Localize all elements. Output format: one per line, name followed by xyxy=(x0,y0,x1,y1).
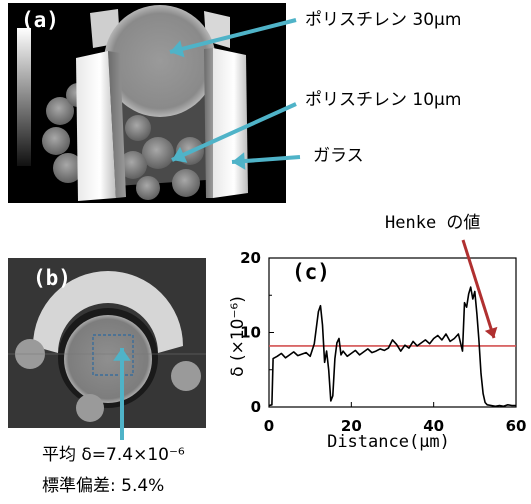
y-tick-label: 0 xyxy=(251,398,261,416)
roi-box xyxy=(92,334,134,376)
x-tick-label: 20 xyxy=(341,417,362,435)
glass-wall-left-edge xyxy=(108,51,126,198)
x-tick-label: 60 xyxy=(506,417,527,435)
ct-slice-image: (b) xyxy=(8,258,206,428)
panel-a-label: (a) xyxy=(21,8,59,32)
sphere-cross-section xyxy=(64,315,152,403)
sphere-side-right xyxy=(171,361,201,391)
y-tick-label: 20 xyxy=(240,249,261,267)
sphere-small-6 xyxy=(142,137,174,169)
panel-c-label: (c) xyxy=(292,260,330,284)
glass-arc xyxy=(33,271,183,353)
label-polystyrene-10um: ポリスチレン 10μm xyxy=(305,90,462,110)
sphere-small-2 xyxy=(42,127,70,155)
stat-mean: 平均 δ=7.4×10⁻⁶ xyxy=(42,445,185,465)
y-tick-label: 10 xyxy=(240,324,261,342)
x-axis-label: Distance(μm) xyxy=(327,432,450,452)
henke-label: Henke の値 xyxy=(385,213,481,233)
sphere-small-12 xyxy=(136,176,160,200)
sphere-small-5 xyxy=(125,115,151,141)
label-polystyrene-30um: ポリスチレン 30μm xyxy=(305,10,462,30)
sphere-small-9 xyxy=(172,169,200,197)
x-tick-label: 0 xyxy=(264,417,274,435)
ct-image-b-svg xyxy=(8,258,206,428)
stat-std: 標準偏差: 5.4% xyxy=(42,476,165,496)
panel-b-label: (b) xyxy=(33,266,71,290)
x-tick-label: 40 xyxy=(423,417,444,435)
grayscale-bar xyxy=(17,28,31,166)
label-glass: ガラス xyxy=(313,146,364,166)
y-axis-label: δ (×10⁻⁶) xyxy=(228,296,248,377)
sphere-small-1 xyxy=(46,97,74,125)
sphere-small-3 xyxy=(53,153,83,183)
glass-wall-left xyxy=(76,51,116,201)
sphere-bottom xyxy=(76,394,104,422)
sphere-small-7 xyxy=(119,151,147,179)
